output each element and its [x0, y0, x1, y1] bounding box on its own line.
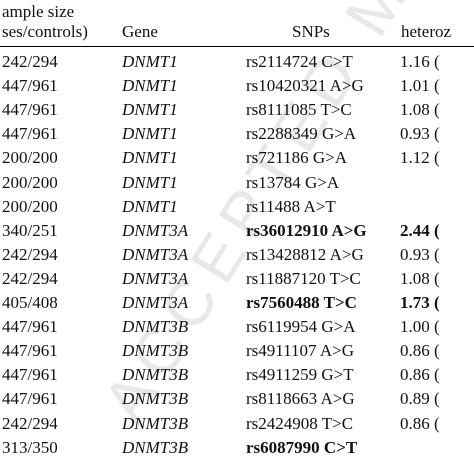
cell-sample-size: 242/294 — [2, 413, 58, 433]
cell-gene: DNMT3B — [122, 413, 189, 433]
cell-snp: rs8111085 T>C — [246, 100, 352, 120]
cell-gene: DNMT3A — [122, 268, 189, 288]
cell-snp: rs6087990 C>T — [246, 437, 358, 457]
table-row: 313/350 DNMT3B rs6087990 C>T — [0, 436, 474, 460]
cell-heterozygous: 1.12 ( — [400, 148, 440, 168]
cell-gene: DNMT1 — [122, 196, 178, 216]
cell-gene: DNMT3B — [122, 341, 189, 361]
cell-sample-size: 340/251 — [2, 220, 58, 240]
cell-sample-size: 447/961 — [2, 124, 58, 144]
cell-snp: rs6119954 G>A — [246, 317, 356, 337]
table-row: 200/200 DNMT1 rs11488 A>T — [0, 195, 474, 219]
cell-snp: rs2424908 T>C — [246, 413, 354, 433]
cell-heterozygous: 1.01 ( — [400, 76, 440, 96]
cell-sample-size: 200/200 — [2, 196, 58, 216]
cell-gene: DNMT1 — [122, 124, 178, 144]
cell-heterozygous: 0.86 ( — [400, 341, 440, 361]
cell-gene: DNMT1 — [122, 148, 178, 168]
cell-gene: DNMT3B — [122, 389, 189, 409]
cell-heterozygous: 0.86 ( — [400, 365, 440, 385]
cell-heterozygous: 2.44 ( — [400, 220, 440, 240]
cell-snp: rs13784 G>A — [246, 172, 340, 192]
cell-snp: rs2114724 C>T — [246, 52, 353, 71]
table-row: 242/294 DNMT1 rs2114724 C>T 1.16 ( — [0, 50, 474, 74]
cell-heterozygous: 0.89 ( — [400, 389, 440, 409]
cell-snp: rs4911107 A>G — [246, 341, 354, 361]
cell-sample-size: 200/200 — [2, 148, 58, 168]
cell-gene: DNMT3A — [122, 220, 189, 240]
table-row: 405/408 DNMT3A rs7560488 T>C 1.73 ( — [0, 291, 474, 315]
cell-gene: DNMT3B — [122, 317, 189, 337]
table-row: 447/961 DNMT1 rs8111085 T>C 1.08 ( — [0, 98, 474, 122]
cell-heterozygous: 0.93 ( — [400, 124, 440, 144]
cell-snp: rs36012910 A>G — [246, 220, 367, 240]
cell-sample-size: 447/961 — [2, 365, 58, 385]
cell-sample-size: 405/408 — [2, 293, 58, 312]
table-row: 447/961 DNMT3B rs6119954 G>A 1.00 ( — [0, 315, 474, 339]
cell-snp: rs11488 A>T — [246, 196, 336, 216]
cell-sample-size: 313/350 — [2, 437, 58, 457]
cell-snp: rs721186 G>A — [246, 148, 348, 168]
cell-gene: DNMT1 — [122, 100, 178, 120]
header-heterozygous: heteroz — [401, 22, 452, 41]
cell-gene: DNMT1 — [122, 76, 178, 96]
cell-gene: DNMT1 — [122, 172, 178, 192]
cell-gene: DNMT3B — [122, 437, 189, 457]
table-row: 242/294 DNMT3B rs2424908 T>C 0.86 ( — [0, 412, 474, 436]
table-row: 447/961 DNMT1 rs2288349 G>A 0.93 ( — [0, 122, 474, 146]
header-snps: SNPs — [292, 22, 330, 41]
cell-gene: DNMT3A — [122, 293, 189, 312]
cell-snp: rs8118663 A>G — [246, 389, 355, 409]
table-row: 447/961 DNMT3B rs4911259 G>T 0.86 ( — [0, 363, 474, 387]
cell-snp: rs10420321 A>G — [246, 76, 364, 96]
table-row: 447/961 DNMT1 rs10420321 A>G 1.01 ( — [0, 74, 474, 98]
table-row: 447/961 DNMT3B rs4911107 A>G 0.86 ( — [0, 339, 474, 363]
cell-sample-size: 242/294 — [2, 52, 58, 71]
cell-snp: rs2288349 G>A — [246, 124, 357, 144]
cell-snp: rs11887120 T>C — [246, 268, 361, 288]
cell-heterozygous: 0.86 ( — [400, 413, 440, 433]
cell-snp: rs4911259 G>T — [246, 365, 354, 385]
table-row: 447/961 DNMT3B rs8118663 A>G 0.89 ( — [0, 387, 474, 411]
cell-snp: rs13428812 A>G — [246, 244, 364, 264]
table-row: 242/294 DNMT3A rs13428812 A>G 0.93 ( — [0, 243, 474, 267]
table-row: 200/200 DNMT1 rs721186 G>A 1.12 ( — [0, 146, 474, 170]
table-row: 340/251 DNMT3A rs36012910 A>G 2.44 ( — [0, 219, 474, 243]
header-sample-size-line1: ample size — [2, 2, 75, 21]
header-rule — [0, 46, 474, 47]
table-row: 200/200 DNMT1 rs13784 G>A — [0, 171, 474, 195]
cell-sample-size: 242/294 — [2, 244, 58, 264]
cell-sample-size: 447/961 — [2, 100, 58, 120]
cell-heterozygous: 1.73 ( — [400, 293, 440, 312]
cell-sample-size: 242/294 — [2, 268, 58, 288]
cell-heterozygous: 1.08 ( — [400, 268, 440, 288]
cell-sample-size: 200/200 — [2, 172, 58, 192]
cell-heterozygous: 0.93 ( — [400, 244, 440, 264]
cell-gene: DNMT1 — [122, 52, 178, 71]
cell-sample-size: 447/961 — [2, 76, 58, 96]
cell-snp: rs7560488 T>C — [246, 293, 357, 312]
cell-sample-size: 447/961 — [2, 341, 58, 361]
cell-heterozygous: 1.00 ( — [400, 317, 440, 337]
cell-gene: DNMT3A — [122, 244, 189, 264]
cell-sample-size: 447/961 — [2, 317, 58, 337]
cell-gene: DNMT3B — [122, 365, 189, 385]
header-sample-size-line2: ses/controls) — [2, 22, 88, 41]
cell-heterozygous: 1.16 ( — [400, 52, 440, 71]
cell-sample-size: 447/961 — [2, 389, 58, 409]
table-row: 242/294 DNMT3A rs11887120 T>C 1.08 ( — [0, 267, 474, 291]
header-gene: Gene — [122, 22, 158, 41]
cell-heterozygous: 1.08 ( — [400, 100, 440, 120]
